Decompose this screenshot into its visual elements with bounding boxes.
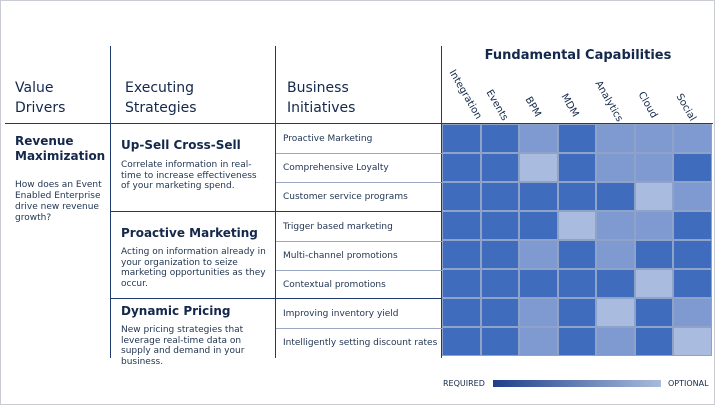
matrix-cell bbox=[634, 298, 673, 327]
strategy-divider bbox=[110, 211, 442, 212]
initiative-row: Trigger based marketing bbox=[283, 221, 393, 232]
matrix-cell bbox=[596, 182, 635, 211]
value-driver-title: Revenue Maximization bbox=[15, 134, 106, 163]
value-driver-question: How does an Event Enabled Enterprise dri… bbox=[15, 180, 102, 223]
matrix-cell bbox=[480, 153, 519, 182]
matrix-cell bbox=[519, 298, 558, 327]
matrix-cell bbox=[519, 211, 558, 240]
matrix-cell bbox=[519, 269, 558, 298]
strategy-title: Up-Sell Cross-Sell bbox=[121, 138, 241, 152]
strategy-title: Dynamic Pricing bbox=[121, 304, 231, 318]
header-executing-strategies: Executing Strategies bbox=[125, 80, 197, 116]
matrix-cell bbox=[673, 269, 712, 298]
initiative-row: Multi-channel promotions bbox=[283, 250, 398, 261]
header-fundamental-capabilities: Fundamental Capabilities bbox=[484, 48, 672, 63]
matrix-cell bbox=[442, 298, 481, 327]
row-divider bbox=[276, 328, 442, 329]
initiative-row: Improving inventory yield bbox=[283, 308, 399, 319]
initiative-row: Comprehensive Loyalty bbox=[283, 162, 389, 173]
matrix-cell bbox=[480, 269, 519, 298]
row-divider bbox=[276, 270, 442, 271]
matrix-cell bbox=[673, 211, 712, 240]
matrix-cell bbox=[519, 182, 558, 211]
header-business-initiatives: Business Initiatives bbox=[287, 80, 356, 116]
matrix-cell bbox=[519, 124, 558, 153]
matrix-cell bbox=[596, 211, 635, 240]
matrix-cell bbox=[557, 153, 596, 182]
matrix-cell bbox=[673, 182, 712, 211]
matrix-cell bbox=[596, 269, 635, 298]
header-value-drivers: Value Drivers bbox=[15, 80, 66, 116]
matrix-cell bbox=[634, 269, 673, 298]
matrix-cell bbox=[634, 153, 673, 182]
matrix-cell bbox=[634, 182, 673, 211]
strategy-description: New pricing strategies that leverage rea… bbox=[121, 325, 245, 367]
matrix-cell bbox=[557, 124, 596, 153]
matrix-cell bbox=[634, 124, 673, 153]
matrix-cell bbox=[557, 327, 596, 356]
strategy-description: Correlate information in real-time to in… bbox=[121, 160, 257, 191]
matrix-cell bbox=[442, 182, 481, 211]
matrix-cell bbox=[480, 211, 519, 240]
capability-matrix bbox=[442, 124, 712, 356]
matrix-cell bbox=[480, 327, 519, 356]
row-divider bbox=[276, 182, 442, 183]
header-divider bbox=[5, 123, 713, 124]
strategy-description: Acting on information already in your or… bbox=[121, 247, 266, 289]
matrix-cell bbox=[519, 153, 558, 182]
column-divider bbox=[441, 46, 442, 358]
matrix-cell bbox=[480, 240, 519, 269]
matrix-cell bbox=[634, 211, 673, 240]
legend-required-label: REQUIRED bbox=[443, 379, 485, 388]
matrix-cell bbox=[519, 240, 558, 269]
matrix-cell bbox=[596, 124, 635, 153]
row-divider bbox=[276, 241, 442, 242]
matrix-cell bbox=[557, 240, 596, 269]
initiative-row: Contextual promotions bbox=[283, 279, 386, 290]
strategy-title: Proactive Marketing bbox=[121, 226, 258, 240]
matrix-cell bbox=[480, 298, 519, 327]
matrix-cell bbox=[673, 327, 712, 356]
matrix-cell bbox=[673, 240, 712, 269]
matrix-cell bbox=[557, 269, 596, 298]
matrix-cell bbox=[480, 124, 519, 153]
initiative-row: Customer service programs bbox=[283, 191, 408, 202]
matrix-cell bbox=[442, 153, 481, 182]
matrix-cell bbox=[673, 298, 712, 327]
initiative-row: Intelligently setting discount rates bbox=[283, 337, 438, 348]
column-divider bbox=[110, 46, 111, 358]
matrix-cell bbox=[442, 269, 481, 298]
column-divider bbox=[275, 46, 276, 358]
row-divider bbox=[276, 153, 442, 154]
matrix-cell bbox=[596, 153, 635, 182]
matrix-cell bbox=[442, 124, 481, 153]
matrix-cell bbox=[596, 298, 635, 327]
matrix-cell bbox=[596, 327, 635, 356]
matrix-cell bbox=[480, 182, 519, 211]
strategy-divider bbox=[110, 298, 442, 299]
matrix-cell bbox=[442, 211, 481, 240]
matrix-cell bbox=[442, 327, 481, 356]
matrix-cell bbox=[673, 124, 712, 153]
matrix-cell bbox=[519, 327, 558, 356]
matrix-cell bbox=[557, 298, 596, 327]
matrix-cell bbox=[557, 211, 596, 240]
matrix-cell bbox=[596, 240, 635, 269]
matrix-cell bbox=[442, 240, 481, 269]
matrix-cell bbox=[634, 327, 673, 356]
legend-optional-label: OPTIONAL bbox=[668, 379, 709, 388]
matrix-cell bbox=[557, 182, 596, 211]
legend-gradient bbox=[493, 380, 661, 387]
matrix-cell bbox=[634, 240, 673, 269]
initiative-row: Proactive Marketing bbox=[283, 133, 373, 144]
matrix-cell bbox=[673, 153, 712, 182]
